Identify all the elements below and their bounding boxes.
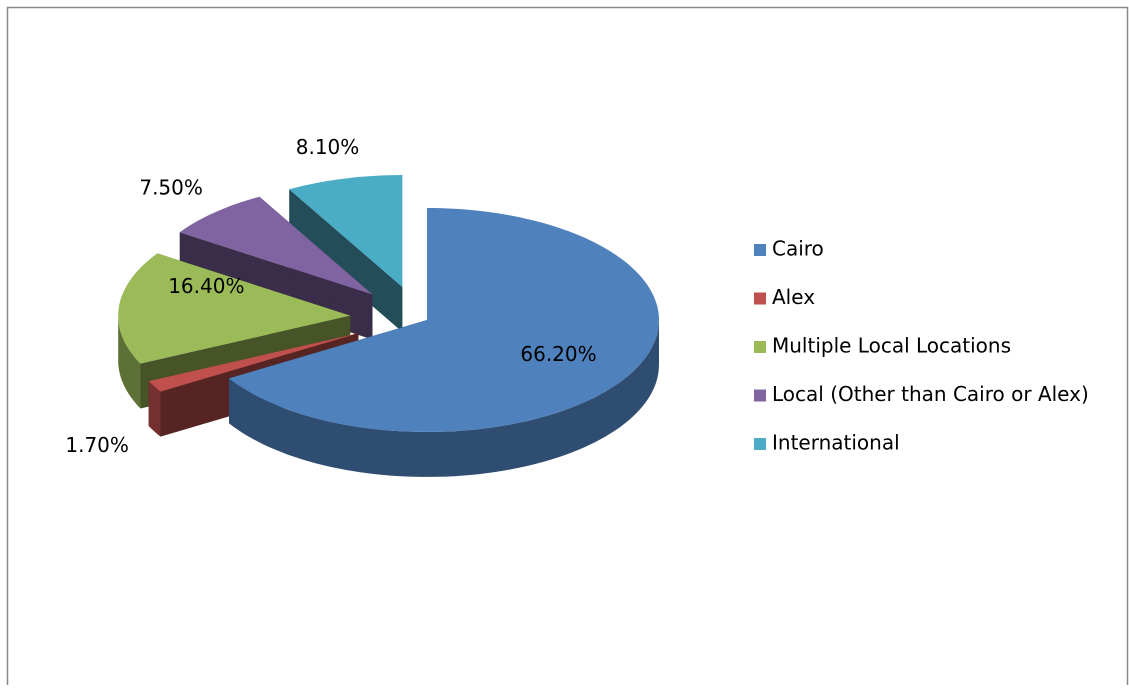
slice-side [289, 189, 403, 332]
legend-label: Alex [772, 285, 815, 309]
legend-label: Local (Other than Cairo or Alex) [772, 382, 1089, 406]
slice [289, 175, 403, 287]
legend-swatch [754, 292, 766, 305]
slice-wall [118, 315, 141, 409]
data-label: 1.70% [65, 433, 129, 457]
data-label: 16.40% [168, 274, 244, 298]
slice [148, 333, 359, 392]
legend-label: Cairo [772, 237, 824, 261]
slice [229, 208, 659, 432]
slice [118, 253, 351, 364]
legend-swatch [754, 244, 766, 256]
slice-wall [148, 381, 161, 437]
legend-label: International [772, 431, 900, 455]
legend-swatch [754, 438, 766, 450]
data-label: 8.10% [296, 135, 360, 159]
data-label: 66.20% [520, 342, 596, 366]
data-label: 7.50% [139, 176, 203, 200]
slice-wall [229, 320, 659, 477]
legend-label: Multiple Local Locations [772, 334, 1011, 358]
legend-swatch [754, 341, 766, 353]
slice [179, 196, 373, 295]
legend-swatch [754, 389, 766, 402]
